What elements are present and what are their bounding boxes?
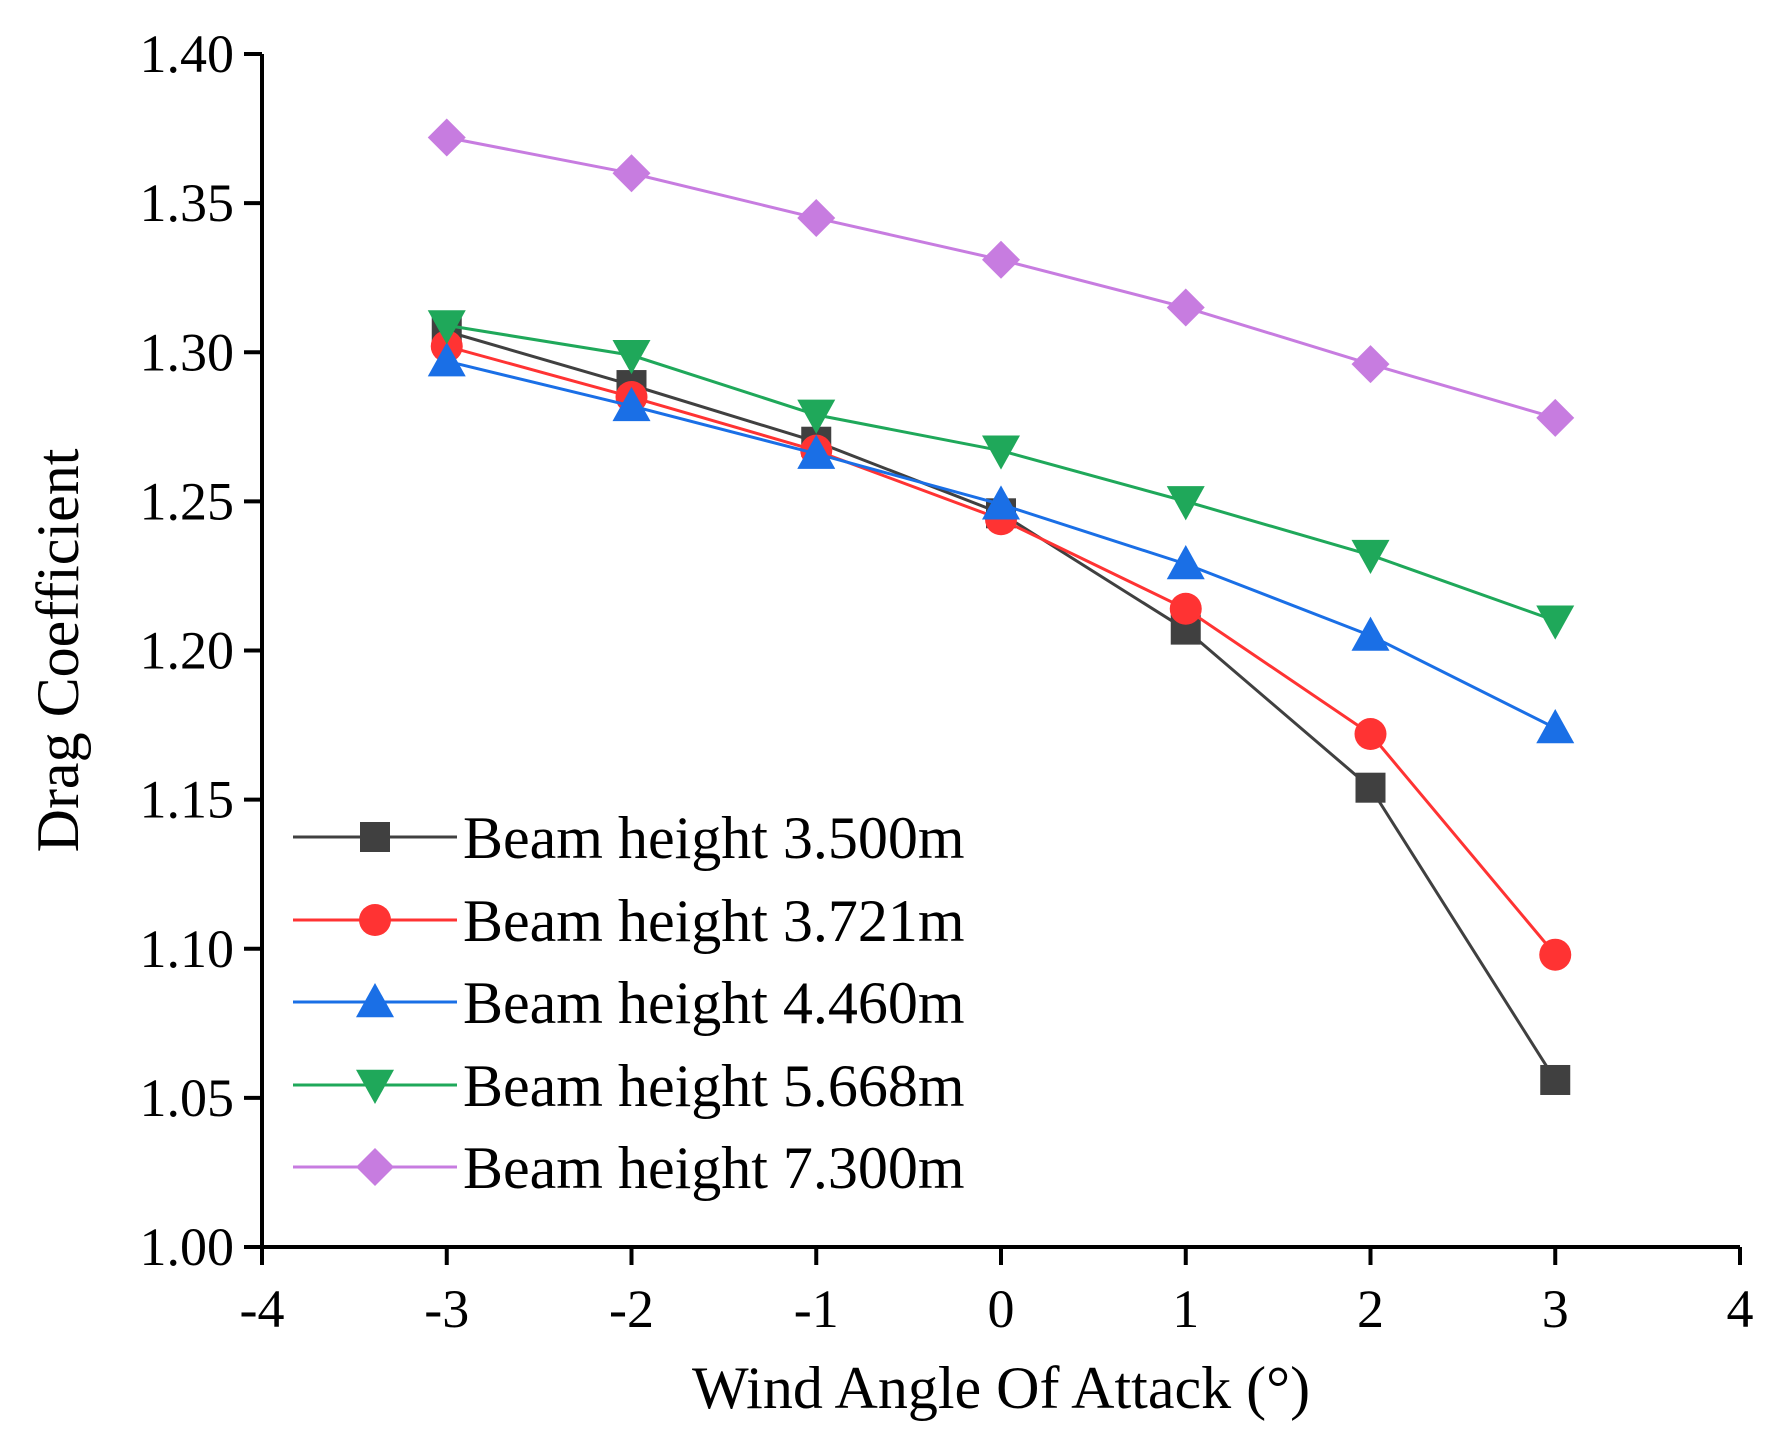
data-point (982, 435, 1020, 470)
legend-marker (360, 822, 390, 852)
data-point (612, 386, 651, 422)
data-point (427, 118, 466, 157)
x-tick-label: 3 (1542, 1279, 1569, 1339)
legend-marker (356, 983, 394, 1018)
legend-label: Beam height 7.300m (463, 1135, 965, 1201)
x-tick-label: 0 (988, 1279, 1015, 1339)
legend-item: Beam height 4.460m (293, 970, 965, 1036)
data-point (1536, 398, 1575, 437)
legend-label: Beam height 4.460m (463, 970, 965, 1036)
y-tick-label: 1.25 (140, 471, 235, 531)
data-point (1351, 345, 1390, 384)
series-layer (427, 118, 1575, 1095)
x-tick-label: -3 (424, 1279, 469, 1339)
legend-label: Beam height 3.500m (463, 805, 965, 871)
data-point (612, 340, 651, 375)
legend-marker (356, 1148, 394, 1186)
x-tick-label: -2 (609, 1279, 654, 1339)
data-point (1355, 772, 1386, 803)
series-line (446, 359, 1556, 730)
legend-label: Beam height 5.668m (463, 1053, 965, 1119)
data-point (1354, 718, 1387, 751)
data-point (1351, 616, 1390, 651)
x-tick-label: -4 (240, 1279, 285, 1339)
legend: Beam height 3.500m Beam height 3.721m Beam… (293, 805, 965, 1201)
data-point (1166, 545, 1205, 580)
y-tick-label: 1.15 (140, 770, 235, 830)
y-tick-label: 1.20 (140, 621, 235, 681)
y-axis-ticks: 1.00 1.05 1.10 1.15 1.20 1.25 1.30 1.35 1.40 (140, 24, 262, 1277)
data-point (797, 199, 836, 238)
x-tick-label: -1 (794, 1279, 839, 1339)
data-point (1539, 938, 1572, 971)
y-tick-label: 1.35 (140, 173, 235, 233)
data-point (1536, 709, 1575, 744)
data-point (427, 342, 466, 377)
y-tick-label: 1.05 (140, 1068, 235, 1128)
x-axis-title: Wind Angle Of Attack (°) (692, 1355, 1310, 1421)
y-tick-label: 1.00 (140, 1217, 235, 1277)
legend-marker (359, 904, 391, 936)
series-5 (427, 118, 1575, 437)
y-tick-label: 1.40 (140, 24, 235, 84)
data-point (1169, 592, 1202, 625)
data-point (1166, 486, 1205, 521)
data-point (1166, 288, 1205, 327)
series-3 (427, 342, 1575, 744)
x-tick-label: 1 (1172, 1279, 1199, 1339)
x-tick-label: 4 (1727, 1279, 1754, 1339)
x-axis-ticks: -4 -3 -2 -1 0 1 2 3 4 (240, 1247, 1754, 1339)
y-tick-label: 1.10 (140, 919, 235, 979)
legend-item: Beam height 5.668m (293, 1053, 965, 1119)
data-point (797, 434, 836, 469)
data-point (982, 240, 1020, 279)
data-point (797, 399, 836, 434)
data-point (1540, 1064, 1571, 1095)
x-tick-label: 2 (1357, 1279, 1384, 1339)
legend-marker (356, 1069, 394, 1104)
legend-item: Beam height 7.300m (293, 1135, 965, 1201)
series-4 (427, 310, 1575, 640)
y-tick-label: 1.30 (140, 322, 235, 382)
data-point (1536, 605, 1575, 640)
legend-item: Beam height 3.721m (293, 888, 965, 954)
data-point (982, 485, 1020, 520)
data-point (427, 310, 466, 345)
legend-label: Beam height 3.721m (463, 888, 965, 954)
y-axis-title: Drag Coefficient (25, 448, 91, 852)
data-point (1351, 539, 1390, 575)
data-point (612, 154, 651, 193)
legend-item: Beam height 3.500m (293, 805, 965, 871)
